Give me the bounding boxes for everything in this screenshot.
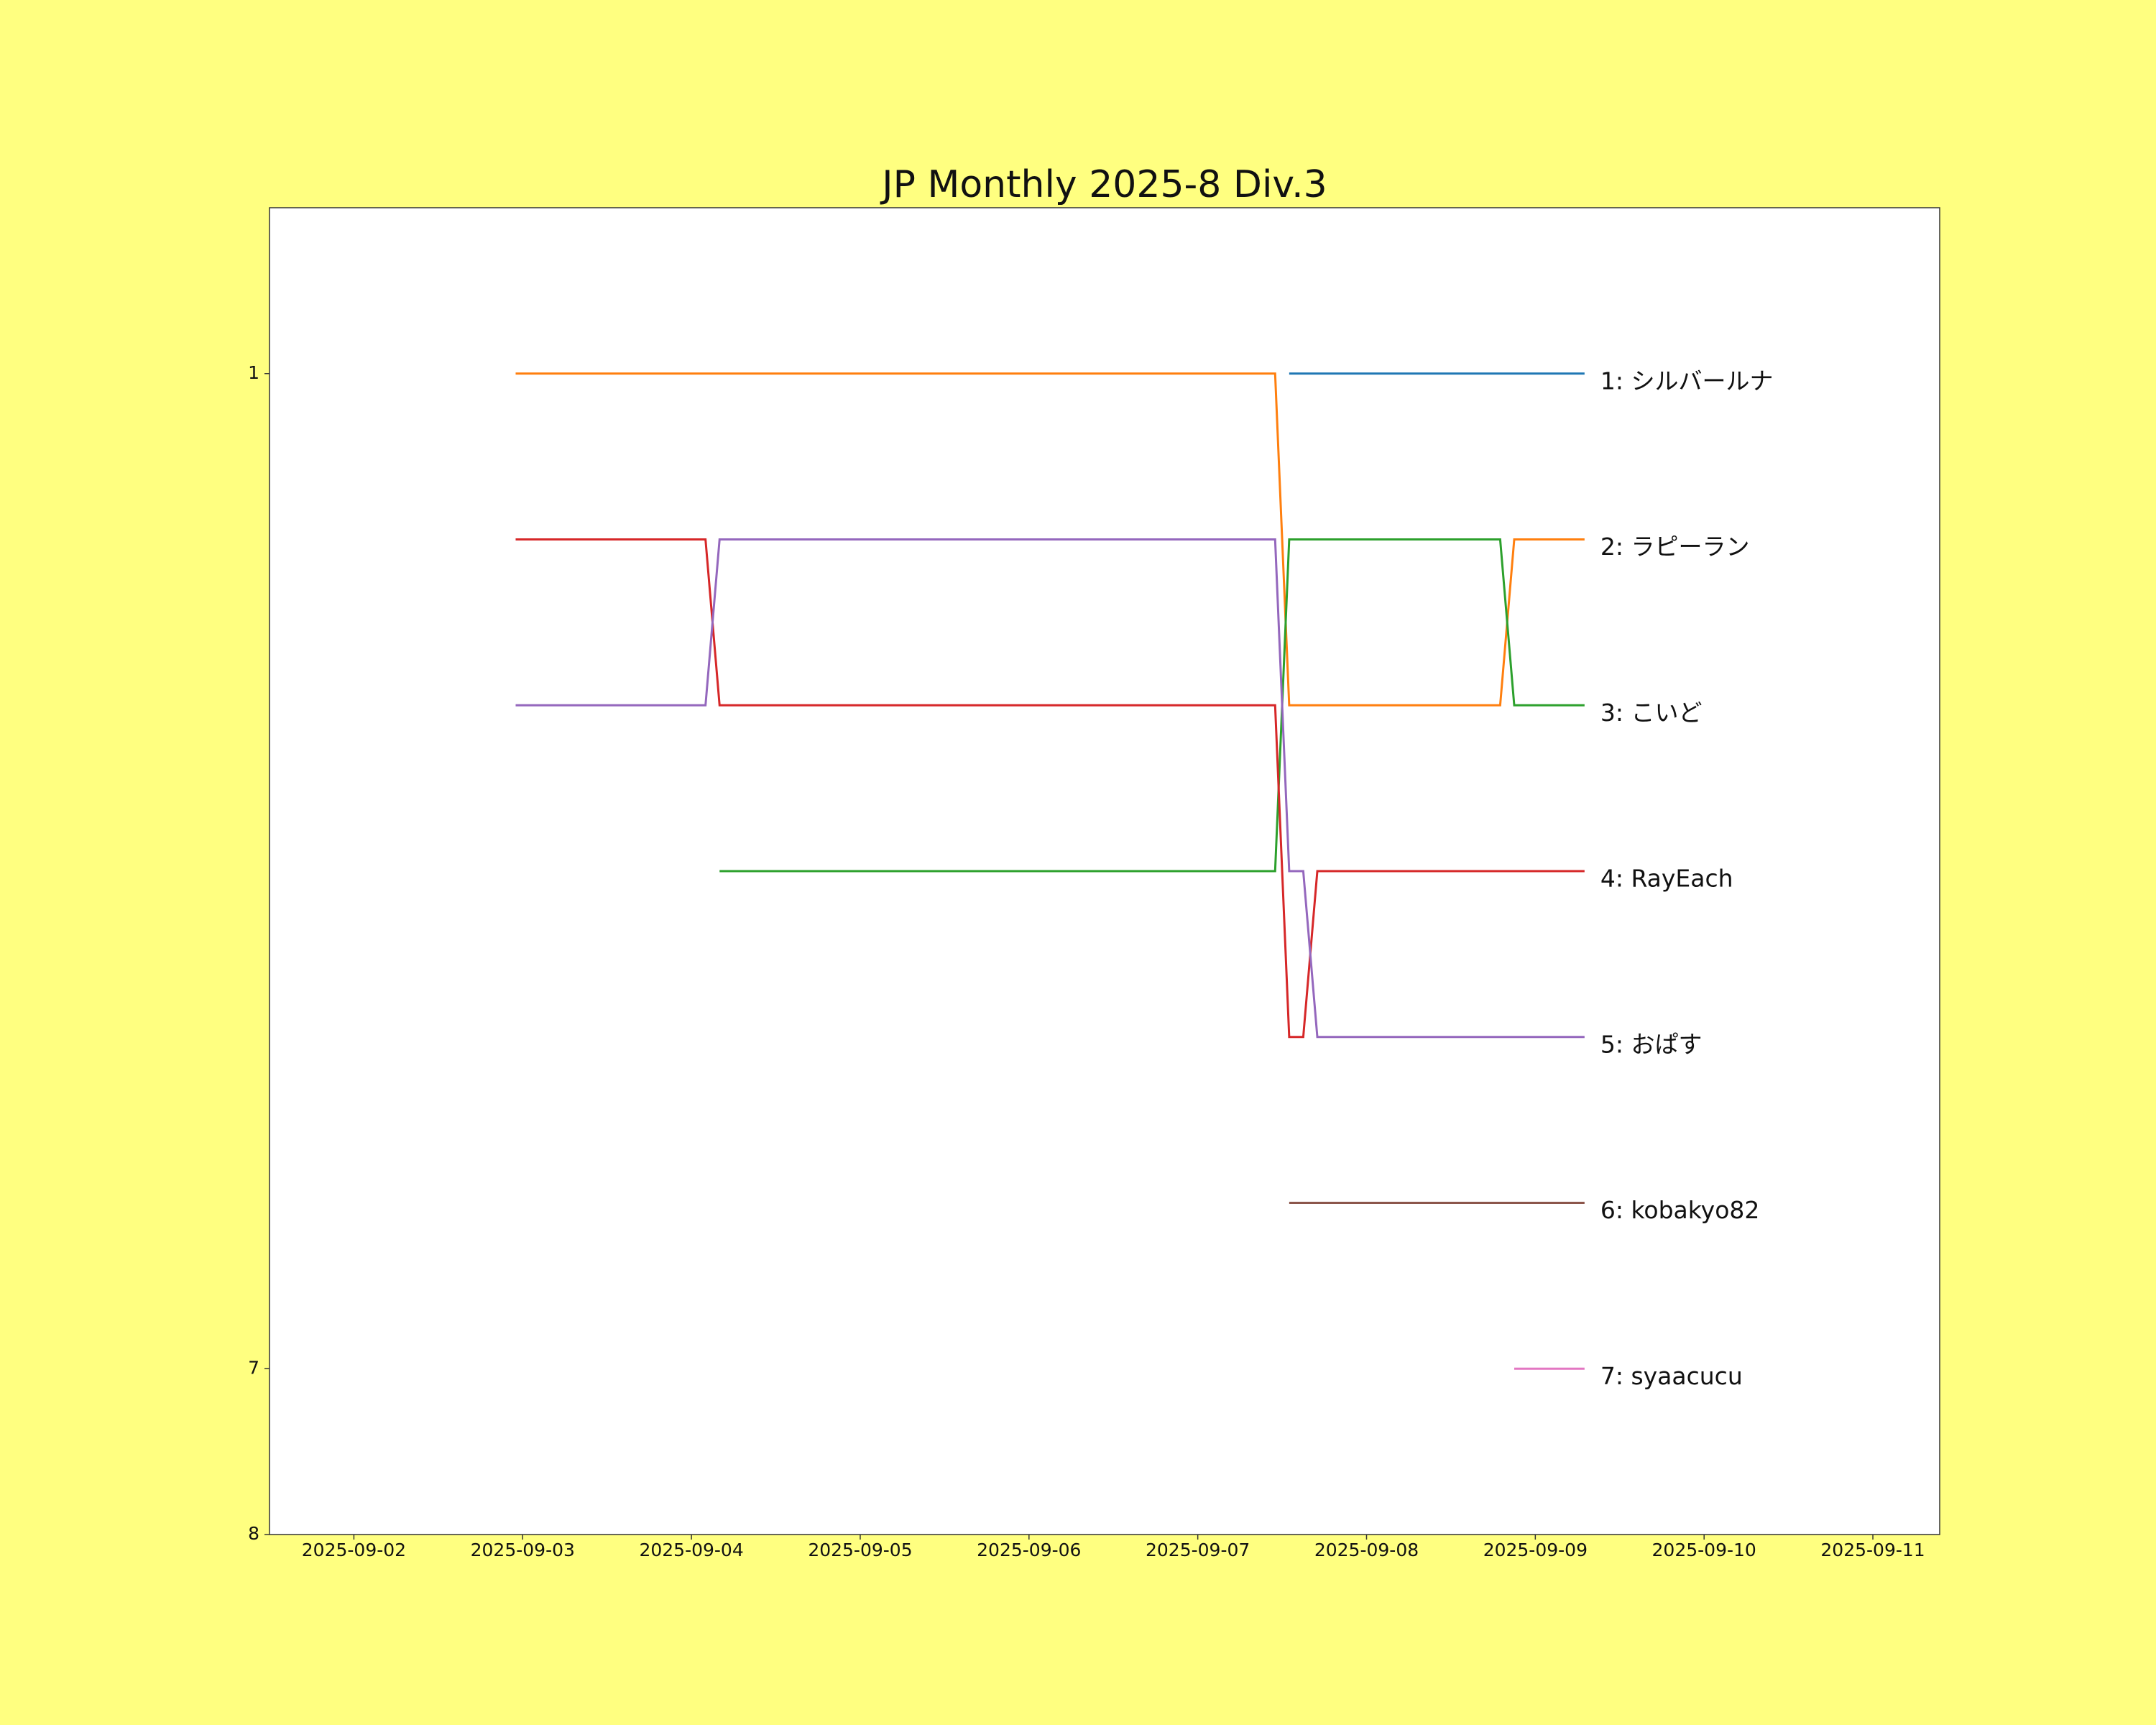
y-tick-label: 7	[248, 1357, 259, 1378]
x-tick-label: 2025-09-11	[1820, 1540, 1925, 1560]
x-tick-label: 2025-09-10	[1652, 1540, 1756, 1560]
series-line	[719, 538, 1585, 873]
x-tick-label: 2025-09-05	[808, 1540, 912, 1560]
y-tick-label: 8	[248, 1523, 259, 1544]
x-tick-label: 2025-09-07	[1146, 1540, 1250, 1560]
series-label: 1: シルバールナ	[1600, 367, 1774, 395]
series-label: 5: おぱす	[1600, 1030, 1703, 1058]
y-tick-label: 1	[248, 362, 259, 383]
x-tick-label: 2025-09-03	[471, 1540, 575, 1560]
x-tick-label: 2025-09-04	[639, 1540, 743, 1560]
series-label: 6: kobakyo82	[1600, 1196, 1760, 1224]
x-tick-label: 2025-09-08	[1314, 1540, 1419, 1560]
x-tick-label: 2025-09-09	[1483, 1540, 1588, 1560]
x-tick-label: 2025-09-06	[977, 1540, 1081, 1560]
series-label: 4: RayEach	[1600, 865, 1733, 893]
x-tick-label: 2025-09-02	[302, 1540, 406, 1560]
chart-title: JP Monthly 2025-8 Div.3	[880, 163, 1327, 206]
series-label: 7: syaacucu	[1600, 1362, 1743, 1390]
series-line	[515, 538, 1585, 1039]
series-label: 2: ラピーラン	[1600, 533, 1750, 561]
series-label: 3: こいど	[1600, 699, 1703, 727]
